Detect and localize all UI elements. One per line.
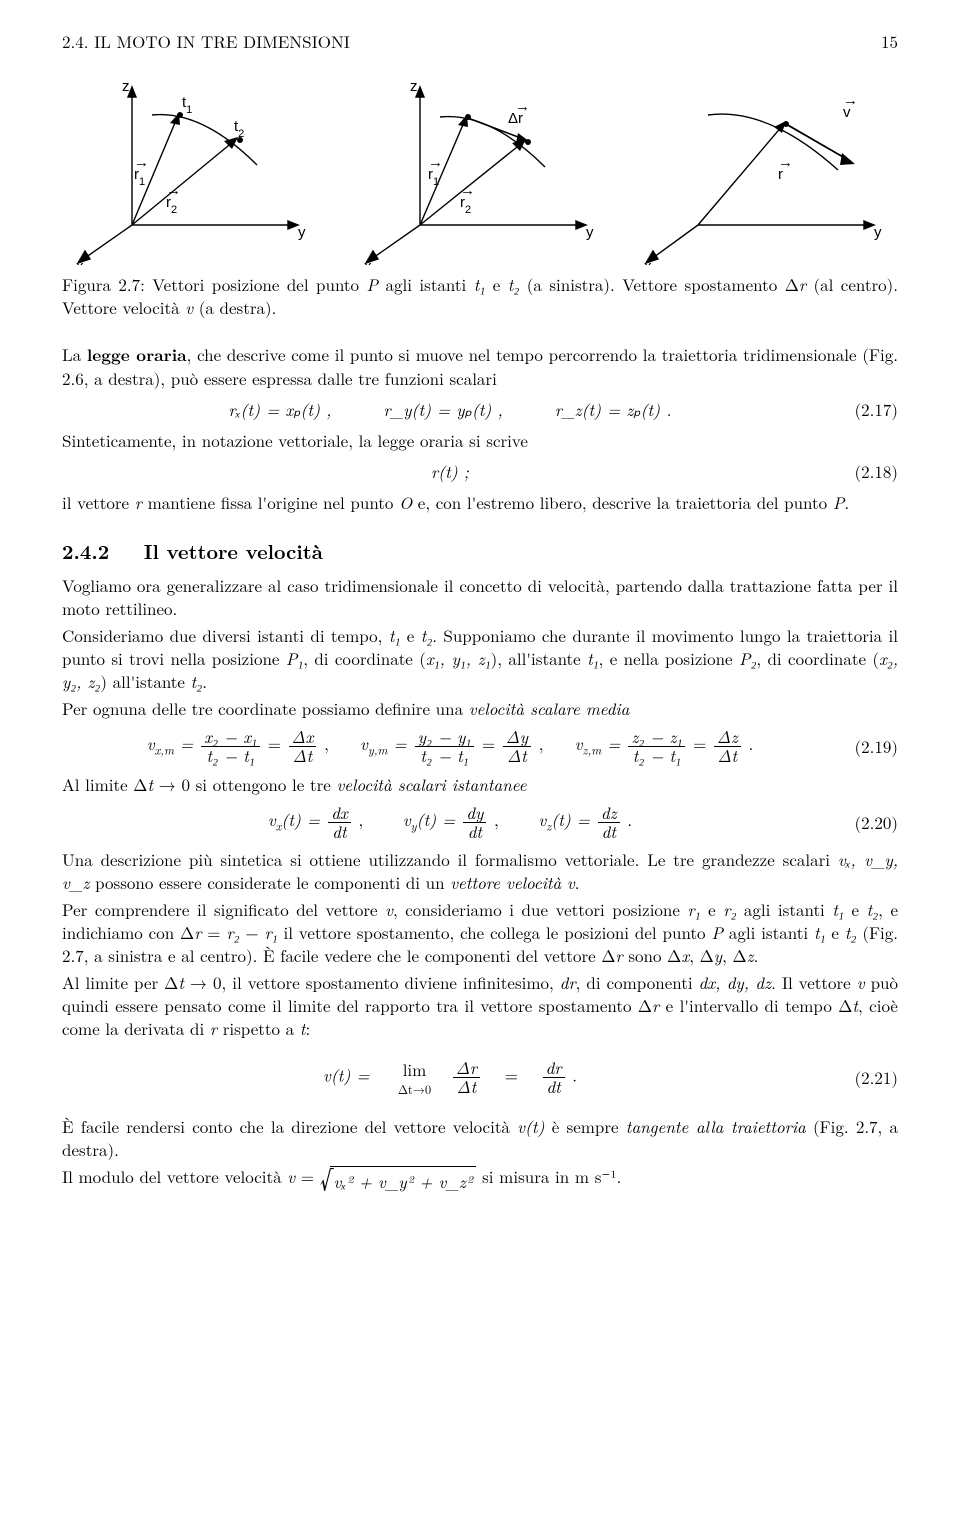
figure-caption: Figura 2.7: Vettori posizione del punto … (62, 273, 898, 319)
svg-text:t1: t1 (182, 94, 192, 116)
svg-text:t2: t2 (234, 118, 244, 140)
figure-2-7: z y x t1 t2 → r1 → r2 z y x → Δr (62, 75, 898, 265)
svg-text:z: z (122, 78, 130, 95)
svg-text:y: y (586, 224, 594, 241)
svg-text:Δr: Δr (508, 110, 523, 127)
svg-text:x: x (644, 258, 652, 265)
eq-rz: r_z(t) = zₚ(t) . (555, 397, 672, 421)
paragraph-tangente: È facile rendersi conto che la direzione… (62, 1115, 898, 1161)
paragraph-legge-oraria: La legge oraria, che descrive come il pu… (62, 343, 898, 390)
eq-rx: rₓ(t) = xₚ(t) , (229, 397, 332, 421)
svg-text:r: r (778, 166, 783, 183)
page-number: 15 (881, 30, 898, 53)
paragraph-desc: Una descrizione più sintetica si ottiene… (62, 848, 898, 894)
figure-panel-2: z y x → Δr → r1 → r2 (350, 75, 610, 265)
paragraph-vel-1: Vogliamo ora generalizzare al caso tridi… (62, 574, 898, 620)
equation-2-19: v_{x,m} = vx,m = x₂ − x₁t₂ − t₁ = ΔxΔt ,… (62, 728, 898, 765)
eq-number: (2.20) (838, 811, 898, 834)
svg-text:x: x (76, 258, 84, 265)
subsection-heading: 2.4.2 Il vettore velocità (62, 537, 898, 564)
running-head: 2.4. IL MOTO IN TRE DIMENSIONI 15 (62, 30, 898, 53)
svg-text:y: y (874, 224, 882, 241)
paragraph-rvec: il vettore r⃗ mantiene fissa l'origine n… (62, 491, 898, 514)
equation-2-17: rₓ(t) = xₚ(t) , r_y(t) = yₚ(t) , r_z(t) … (62, 398, 898, 421)
eq-number: (2.17) (838, 398, 898, 421)
svg-text:y: y (298, 224, 306, 241)
equation-2-21: v⃗(t) = lim Δt→0 Δr⃗Δt = dr⃗dt . (2.21) (62, 1058, 898, 1097)
eq-ry: r_y(t) = yₚ(t) , (383, 397, 502, 421)
paragraph-modulo: Il modulo del vettore velocità v = √vₓ² … (62, 1165, 898, 1193)
paragraph-comp: Per comprendere il significato del vetto… (62, 898, 898, 967)
svg-text:z: z (410, 78, 418, 95)
paragraph-vel-2: Consideriamo due diversi istanti di temp… (62, 624, 898, 693)
paragraph-lim2: Al limite per Δt → 0, il vettore spostam… (62, 971, 898, 1040)
svg-text:v: v (843, 104, 851, 121)
eq-number: (2.21) (838, 1066, 898, 1089)
section-label: 2.4. IL MOTO IN TRE DIMENSIONI (62, 30, 350, 53)
paragraph-vel-3: Per ognuna delle tre coordinate possiamo… (62, 697, 898, 720)
equation-2-18: r⃗(t) ; (2.18) (62, 460, 898, 483)
paragraph-sinteticamente: Sinteticamente, in notazione vettoriale,… (62, 429, 898, 452)
paragraph-limit: Al limite Δt → 0 si ottengono le tre vel… (62, 773, 898, 796)
figure-panel-3: y x → v → r (638, 75, 898, 265)
eq-number: (2.19) (838, 735, 898, 758)
figure-panel-1: z y x t1 t2 → r1 → r2 (62, 75, 322, 265)
svg-text:x: x (364, 258, 372, 265)
equation-2-20: vx(t) = dxdt , vy(t) = dydt , vz(t) = dz… (62, 804, 898, 841)
eq-number: (2.18) (838, 460, 898, 483)
